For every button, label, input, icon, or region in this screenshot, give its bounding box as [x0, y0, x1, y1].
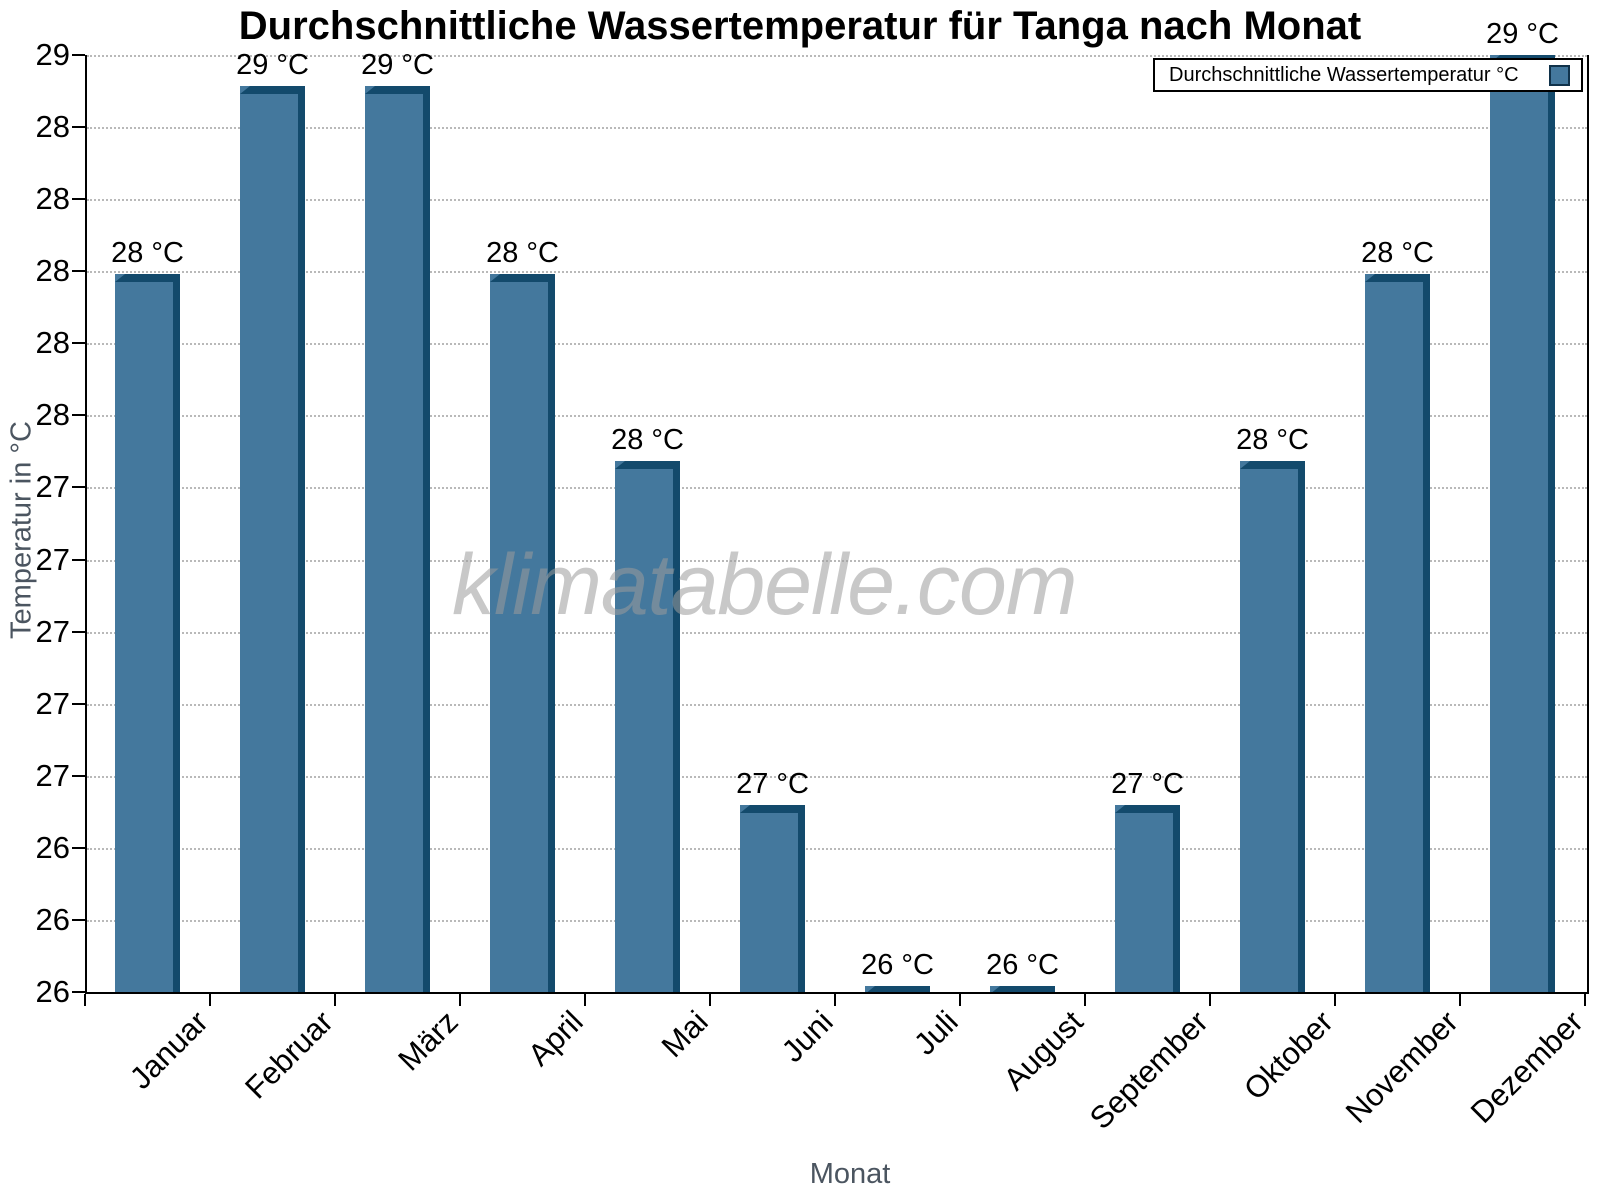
- y-tick-label: 27: [35, 758, 70, 793]
- bar: [240, 86, 305, 992]
- y-tick-label: 28: [35, 397, 70, 432]
- x-axis-tick: [334, 994, 336, 1006]
- y-axis-tick: [72, 703, 85, 705]
- legend-label: Durchschnittliche Wassertemperatur °C: [1169, 63, 1519, 86]
- y-axis-tick: [72, 775, 85, 777]
- y-axis-title: Temperatur in °C: [5, 421, 38, 639]
- bar: [990, 986, 1055, 992]
- gridline: [87, 560, 1587, 562]
- y-tick-label: 27: [35, 686, 70, 721]
- bar-value-label: 29 °C: [361, 49, 434, 81]
- y-axis-tick: [72, 991, 85, 993]
- x-axis-tick: [1459, 994, 1461, 1006]
- y-axis-tick: [72, 126, 85, 128]
- bar-value-label: 27 °C: [736, 768, 809, 800]
- y-tick-label: 26: [35, 830, 70, 865]
- gridline: [87, 127, 1587, 129]
- bar-value-label: 28 °C: [486, 237, 559, 269]
- bar: [365, 86, 430, 992]
- x-tick-label: Dezember: [1463, 1004, 1590, 1130]
- gridline: [87, 848, 1587, 850]
- y-tick-label: 28: [35, 325, 70, 360]
- y-tick-label: 29: [35, 37, 70, 72]
- y-axis-tick: [72, 342, 85, 344]
- bar: [615, 461, 680, 992]
- x-axis-tick: [959, 994, 961, 1006]
- x-axis-tick: [1584, 994, 1586, 1006]
- gridline: [87, 199, 1587, 201]
- gridline: [87, 343, 1587, 345]
- x-axis-tick: [834, 994, 836, 1006]
- bar-value-label: 28 °C: [1361, 237, 1434, 269]
- y-axis-tick: [72, 919, 85, 921]
- bar: [1115, 805, 1180, 992]
- gridline: [87, 487, 1587, 489]
- gridline: [87, 632, 1587, 634]
- y-tick-label: 28: [35, 253, 70, 288]
- legend-swatch-icon: [1549, 64, 1570, 86]
- y-tick-label: 27: [35, 542, 70, 577]
- bar-value-label: 29 °C: [1486, 18, 1559, 50]
- x-axis-tick: [709, 994, 711, 1006]
- bar-value-label: 28 °C: [111, 237, 184, 269]
- bar-value-label: 26 °C: [986, 949, 1059, 981]
- bar-value-label: 27 °C: [1111, 768, 1184, 800]
- bar: [1490, 55, 1555, 992]
- gridline: [87, 271, 1587, 273]
- legend: Durchschnittliche Wassertemperatur °C: [1153, 58, 1583, 92]
- y-axis-tick: [72, 54, 85, 56]
- bar: [865, 986, 930, 992]
- x-axis-tick: [459, 994, 461, 1006]
- gridline: [87, 55, 1587, 57]
- y-tick-label: 28: [35, 109, 70, 144]
- gridline: [87, 415, 1587, 417]
- bar: [490, 274, 555, 992]
- x-axis-tick: [1334, 994, 1336, 1006]
- x-axis-tick: [209, 994, 211, 1006]
- y-tick-label: 28: [35, 181, 70, 216]
- gridline: [87, 704, 1587, 706]
- x-axis-tick: [1209, 994, 1211, 1006]
- y-axis-tick: [72, 270, 85, 272]
- gridline: [87, 776, 1587, 778]
- y-axis-tick: [72, 847, 85, 849]
- watermark: klimatabelle.com: [452, 537, 1077, 633]
- y-axis-tick: [72, 198, 85, 200]
- gridline: [87, 920, 1587, 922]
- plot-area: [85, 55, 1589, 994]
- x-axis-tick: [584, 994, 586, 1006]
- x-axis-tick: [1084, 994, 1086, 1006]
- bar-value-label: 28 °C: [611, 424, 684, 456]
- bar: [740, 805, 805, 992]
- bar-value-label: 26 °C: [861, 949, 934, 981]
- chart-title: Durchschnittliche Wassertemperatur für T…: [238, 4, 1362, 48]
- x-axis-title: Monat: [809, 1158, 891, 1190]
- y-axis-tick: [72, 559, 85, 561]
- bar: [1240, 461, 1305, 992]
- bar: [1365, 274, 1430, 992]
- x-axis-tick: [84, 994, 86, 1006]
- y-tick-label: 26: [35, 902, 70, 937]
- y-tick-label: 27: [35, 469, 70, 504]
- y-tick-label: 26: [35, 974, 70, 1009]
- y-axis-tick: [72, 486, 85, 488]
- bar: [115, 274, 180, 992]
- y-axis-tick: [72, 414, 85, 416]
- y-tick-label: 27: [35, 614, 70, 649]
- bar-value-label: 28 °C: [1236, 424, 1309, 456]
- bar-value-label: 29 °C: [236, 49, 309, 81]
- y-axis-tick: [72, 631, 85, 633]
